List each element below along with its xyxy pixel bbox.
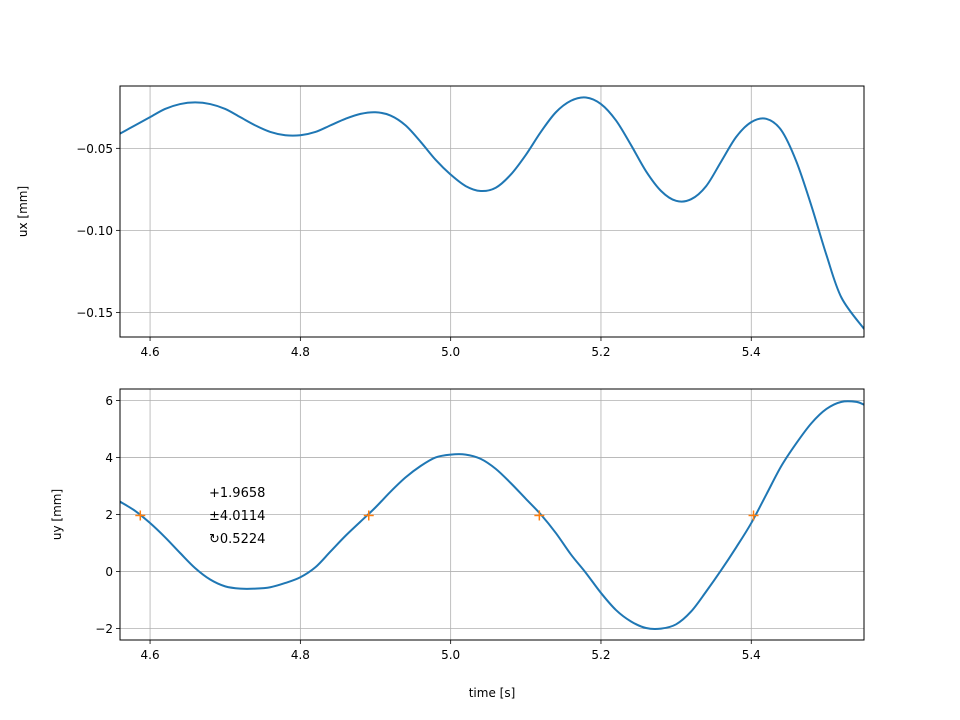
ux-y-tick-label: −0.10 — [76, 224, 113, 238]
uy-crossing-marker — [748, 510, 759, 521]
ux-x-tick-label: 4.6 — [141, 345, 160, 359]
uy-y-tick-label: 6 — [105, 394, 113, 408]
uy-crossing-marker — [135, 510, 146, 521]
uy-crossing-marker — [363, 510, 374, 521]
uy-x-tick-label: 4.6 — [141, 648, 160, 662]
annotation-period: ↻0.5224 — [209, 532, 265, 547]
uy-y-tick-label: 0 — [105, 565, 113, 579]
uy-y-axis-label: uy [mm] — [50, 489, 64, 540]
uy-axes: 4.6 4.8 5.0 5.2 5.4 6 4 2 0 −2 uy [mm] time [s] +… — [50, 388, 865, 700]
uy-grid — [120, 389, 864, 640]
uy-x-axis-label: time [s] — [469, 686, 516, 700]
uy-annotation: +1.9658 ±4.0114 ↻0.5224 — [209, 486, 265, 547]
uy-series — [120, 400, 864, 630]
ux-y-tick-label: −0.15 — [76, 306, 113, 320]
ux-ticks: 4.6 4.8 5.0 5.2 5.4 −0.05 −0.10 −0.15 — [76, 142, 761, 359]
uy-crossing-marker — [534, 510, 545, 521]
ux-y-tick-label: −0.05 — [76, 142, 113, 156]
uy-y-tick-label: −2 — [95, 622, 113, 636]
ux-x-tick-label: 5.4 — [742, 345, 761, 359]
uy-x-tick-label: 5.0 — [441, 648, 460, 662]
ux-axes-frame — [119, 85, 865, 338]
ux-series — [120, 96, 864, 330]
ux-grid — [120, 86, 864, 337]
ux-x-tick-label: 5.2 — [591, 345, 610, 359]
ux-x-tick-label: 4.8 — [291, 345, 310, 359]
annotation-amplitude: ±4.0114 — [209, 509, 265, 524]
ux-axes: 4.6 4.8 5.0 5.2 5.4 −0.05 −0.10 −0.15 ux [mm] — [16, 85, 865, 359]
uy-y-tick-label: 2 — [105, 508, 113, 522]
ux-series-line — [120, 96, 864, 330]
uy-series-line — [120, 400, 864, 630]
uy-x-tick-label: 4.8 — [291, 648, 310, 662]
uy-x-tick-label: 5.2 — [591, 648, 610, 662]
annotation-offset: +1.9658 — [209, 486, 265, 501]
uy-x-tick-label: 5.4 — [742, 648, 761, 662]
uy-ticks: 4.6 4.8 5.0 5.2 5.4 6 4 2 0 −2 — [95, 394, 761, 662]
uy-y-tick-label: 4 — [105, 451, 113, 465]
ux-y-axis-label: ux [mm] — [16, 186, 30, 237]
ux-x-tick-label: 5.0 — [441, 345, 460, 359]
